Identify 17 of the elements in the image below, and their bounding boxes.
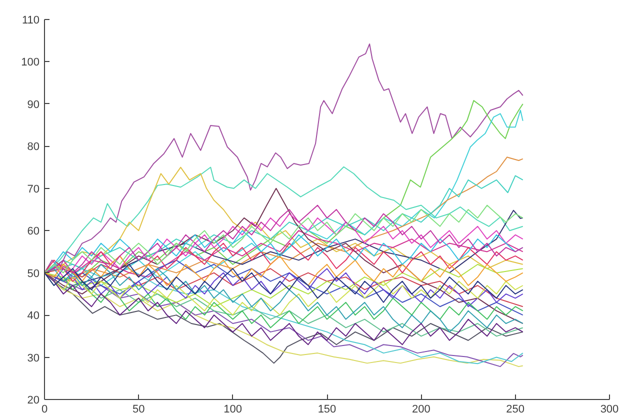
y-tick-label: 60 bbox=[27, 226, 40, 238]
x-tick-label: 150 bbox=[318, 404, 336, 416]
x-tick-label: 200 bbox=[412, 404, 430, 416]
x-tick-label: 50 bbox=[132, 404, 145, 416]
y-tick-label: 90 bbox=[27, 98, 40, 111]
x-tick-label: 100 bbox=[224, 404, 242, 416]
x-tick-label: 250 bbox=[506, 404, 525, 416]
y-tick-label: 30 bbox=[27, 352, 40, 364]
y-tick-label: 50 bbox=[27, 268, 40, 280]
y-tick-label: 110 bbox=[22, 14, 40, 26]
y-tick-label: 80 bbox=[27, 141, 40, 154]
y-tick-label: 20 bbox=[27, 394, 40, 406]
y-tick-label: 70 bbox=[27, 183, 40, 196]
y-tick-label: 40 bbox=[27, 310, 40, 322]
x-tick-label: 300 bbox=[600, 404, 619, 416]
y-tick-label: 100 bbox=[21, 56, 40, 69]
x-tick-label: 0 bbox=[41, 404, 48, 416]
